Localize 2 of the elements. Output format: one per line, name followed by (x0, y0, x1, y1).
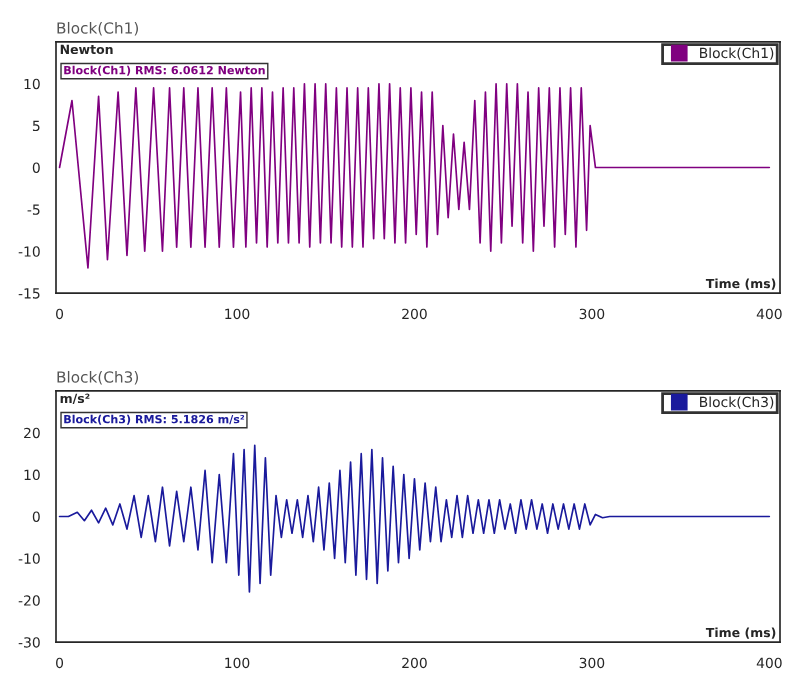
line-series (58, 444, 771, 593)
line-series (58, 82, 771, 269)
